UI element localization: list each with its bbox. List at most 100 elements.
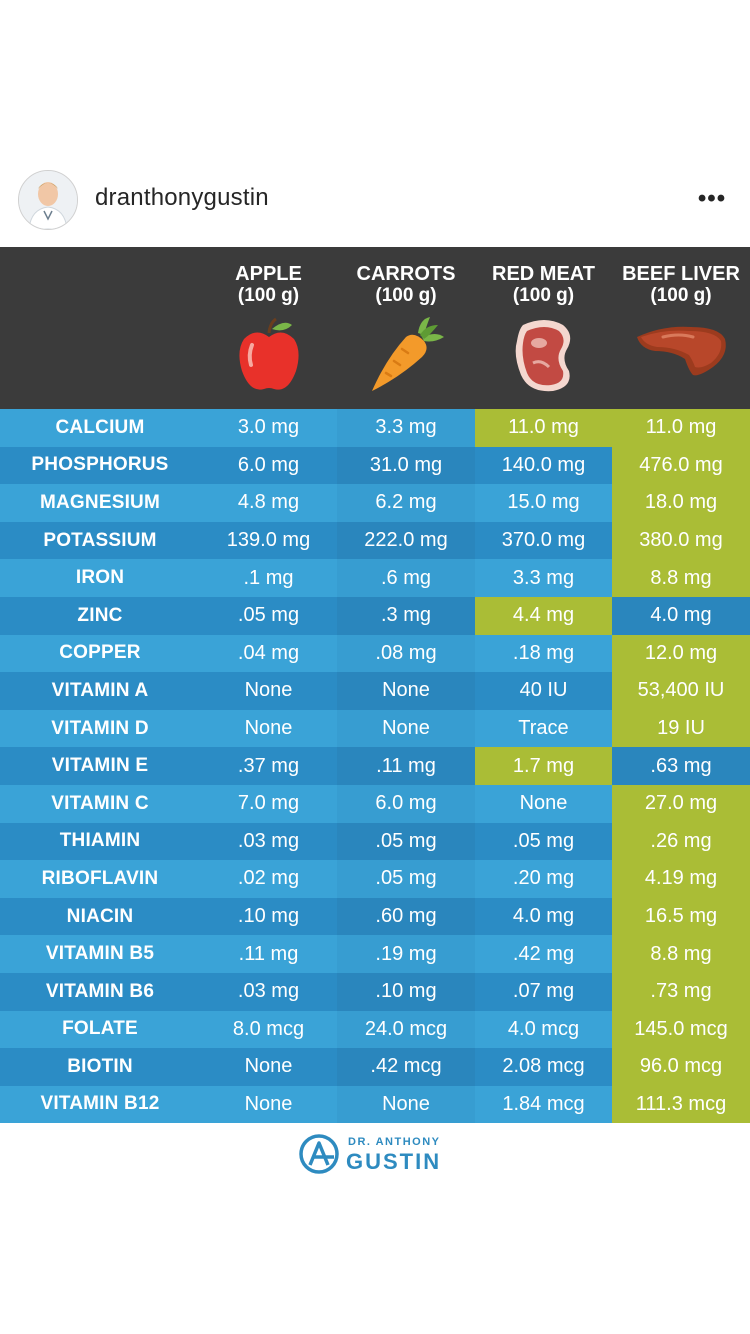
table-row: CALCIUM 3.0 mg 3.3 mg 11.0 mg 11.0 mg — [0, 409, 750, 447]
nutrient-value: .11 mg — [200, 935, 337, 973]
nutrient-value: 8.8 mg — [612, 935, 750, 973]
nutrient-value: .60 mg — [337, 897, 475, 936]
column-unit: (100 g) — [512, 285, 575, 306]
nutrient-label: FOLATE — [0, 1010, 200, 1049]
nutrient-value: .1 mg — [200, 559, 337, 597]
table-row: COPPER .04 mg .08 mg .18 mg 12.0 mg — [0, 634, 750, 673]
nutrient-value: 3.3 mg — [337, 409, 475, 447]
column-unit: (100 g) — [375, 285, 437, 306]
table-row: ZINC .05 mg .3 mg 4.4 mg 4.0 mg — [0, 596, 750, 635]
nutrient-value: 380.0 mg — [612, 521, 750, 560]
nutrient-value: .07 mg — [475, 972, 612, 1011]
column-unit: (100 g) — [650, 285, 712, 306]
nutrient-value: .11 mg — [337, 747, 475, 785]
nutrient-label: MAGNESIUM — [0, 484, 200, 522]
nutrient-label: VITAMIN D — [0, 709, 200, 748]
column-name: RED MEAT — [492, 263, 595, 285]
nutrient-value: 139.0 mg — [200, 521, 337, 560]
table-row: VITAMIN D None None Trace 19 IU — [0, 709, 750, 748]
nutrient-value: 31.0 mg — [337, 446, 475, 485]
nutrient-label: ZINC — [0, 596, 200, 635]
logo-small-text: DR. ANTHONY — [348, 1136, 441, 1148]
nutrient-value: 7.0 mg — [200, 784, 337, 823]
column-header-beef-liver: BEEF LIVER (100 g) — [612, 247, 750, 409]
column-unit: (100 g) — [237, 285, 300, 306]
nutrient-value: 53,400 IU — [612, 672, 750, 710]
nutrient-value: None — [200, 709, 337, 748]
column-header-apple: APPLE (100 g) — [200, 247, 337, 409]
nutrient-value: None — [200, 1085, 337, 1124]
nutrient-value: Trace — [475, 709, 612, 748]
nutrient-value: 3.3 mg — [475, 559, 612, 597]
table-header: APPLE (100 g) CARROTS (100 g) RED MEAT (… — [0, 247, 750, 409]
nutrient-value: 6.2 mg — [337, 484, 475, 522]
nutrient-value: .18 mg — [475, 634, 612, 673]
table-row: IRON .1 mg .6 mg 3.3 mg 8.8 mg — [0, 559, 750, 597]
nutrient-value: 111.3 mcg — [612, 1085, 750, 1124]
table-row: VITAMIN E .37 mg .11 mg 1.7 mg .63 mg — [0, 747, 750, 785]
nutrient-value: None — [337, 1085, 475, 1124]
nutrient-label: VITAMIN B12 — [0, 1085, 200, 1124]
logo-big-text: GUSTIN — [346, 1149, 442, 1174]
nutrient-value: 12.0 mg — [612, 634, 750, 673]
nutrient-value: .04 mg — [200, 634, 337, 673]
nutrient-value: 140.0 mg — [475, 446, 612, 485]
nutrient-value: 11.0 mg — [612, 409, 750, 447]
nutrient-value: .6 mg — [337, 559, 475, 597]
nutrient-value: 40 IU — [475, 672, 612, 710]
nutrient-value: None — [475, 784, 612, 823]
nutrient-value: None — [200, 1048, 337, 1086]
column-name: CARROTS — [356, 263, 456, 285]
nutrient-value: .20 mg — [475, 860, 612, 898]
nutrient-value: .10 mg — [200, 897, 337, 936]
avatar-photo-icon — [19, 171, 77, 229]
nutrient-value: .19 mg — [337, 935, 475, 973]
nutrient-value: 4.19 mg — [612, 860, 750, 898]
nutrient-value: 145.0 mcg — [612, 1010, 750, 1049]
nutrient-value: 476.0 mg — [612, 446, 750, 485]
nutrient-value: .05 mg — [200, 596, 337, 635]
nutrient-value: .26 mg — [612, 822, 750, 861]
table-row: NIACIN .10 mg .60 mg 4.0 mg 16.5 mg — [0, 897, 750, 936]
nutrient-label: VITAMIN A — [0, 672, 200, 710]
table-row: BIOTIN None .42 mcg 2.08 mcg 96.0 mcg — [0, 1048, 750, 1086]
nutrient-value: 27.0 mg — [612, 784, 750, 823]
more-options-button[interactable]: ••• — [697, 185, 727, 212]
nutrient-value: 15.0 mg — [475, 484, 612, 522]
nutrient-label: BIOTIN — [0, 1048, 200, 1086]
table-row: VITAMIN B12 None None 1.84 mcg 111.3 mcg — [0, 1085, 750, 1124]
footer-logo: DR. ANTHONY GUSTIN — [298, 1133, 458, 1177]
nutrient-value: 4.0 mg — [612, 596, 750, 635]
nutrient-value: 19 IU — [612, 709, 750, 748]
nutrient-label: RIBOFLAVIN — [0, 860, 200, 898]
table-row: VITAMIN C 7.0 mg 6.0 mg None 27.0 mg — [0, 784, 750, 823]
post-header: dranthonygustin ••• — [0, 162, 750, 236]
nutrient-table: CALCIUM 3.0 mg 3.3 mg 11.0 mg 11.0 mg PHOSPHO… — [0, 409, 750, 1124]
column-name: APPLE — [235, 263, 302, 285]
nutrient-value: None — [337, 672, 475, 710]
nutrient-value: 96.0 mcg — [612, 1048, 750, 1086]
nutrient-label: VITAMIN C — [0, 784, 200, 823]
table-row: VITAMIN B6.03 mg .10 mg .07 mg .73 mg — [0, 972, 750, 1011]
nutrient-value: 24.0 mcg — [337, 1010, 475, 1049]
nutrient-label: VITAMIN B5 — [0, 935, 200, 973]
nutrient-value: 1.84 mcg — [475, 1085, 612, 1124]
table-row: FOLATE 8.0 mcg 24.0 mcg 4.0 mcg 145.0 mcg — [0, 1010, 750, 1049]
nutrient-value: 4.4 mg — [475, 596, 612, 635]
nutrient-label: VITAMIN B6 — [0, 972, 200, 1011]
nutrient-value: 8.8 mg — [612, 559, 750, 597]
nutrient-value: .08 mg — [337, 634, 475, 673]
table-row: VITAMIN B5.11 mg .19 mg .42 mg 8.8 mg — [0, 935, 750, 973]
nutrient-value: .10 mg — [337, 972, 475, 1011]
nutrient-value: 8.0 mcg — [200, 1010, 337, 1049]
avatar[interactable] — [18, 170, 78, 230]
nutrient-value: .03 mg — [200, 972, 337, 1011]
nutrient-value: 4.0 mcg — [475, 1010, 612, 1049]
nutrient-value: .73 mg — [612, 972, 750, 1011]
nutrient-label: CALCIUM — [0, 409, 200, 447]
table-row: POTASSIUM 139.0 mg 222.0 mg 370.0 mg 380.0 m… — [0, 521, 750, 560]
username[interactable]: dranthonygustin — [95, 184, 269, 211]
gustin-logo-icon — [299, 1134, 339, 1174]
nutrient-value: .02 mg — [200, 860, 337, 898]
nutrient-value: 6.0 mg — [337, 784, 475, 823]
